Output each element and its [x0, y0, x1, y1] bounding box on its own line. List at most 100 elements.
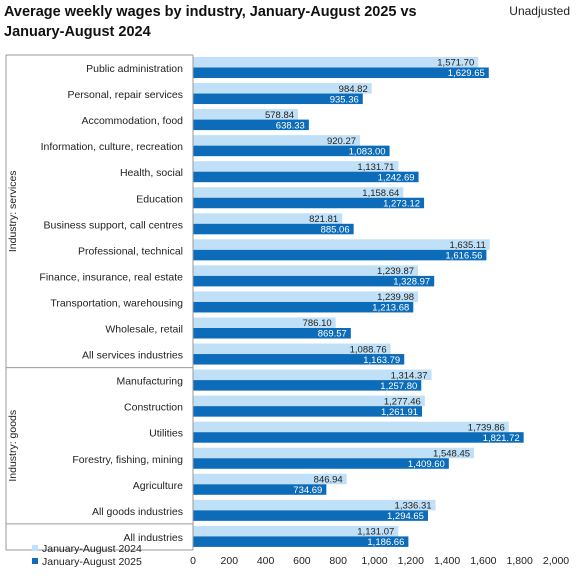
bar-2025 [193, 484, 327, 495]
value-label-2025: 1,186.66 [367, 537, 404, 548]
value-label-2025: 638.33 [276, 120, 305, 131]
category-label: Transportation, warehousing [50, 297, 183, 309]
bar-2025 [193, 380, 422, 391]
category-label: Health, social [120, 167, 183, 179]
x-tick-label: 0 [190, 555, 196, 567]
bar-2024 [193, 161, 399, 172]
category-label: Accommodation, food [81, 115, 183, 127]
x-tick-label: 200 [221, 555, 239, 567]
bar-2025 [193, 67, 489, 78]
bar-2025 [193, 301, 414, 313]
bar-2024 [193, 57, 479, 68]
x-tick-label: 1,000 [361, 555, 387, 567]
category-label: Business support, call centres [44, 219, 183, 231]
bar-2024 [193, 109, 299, 120]
category-label: Agriculture [133, 480, 183, 492]
value-label-2024: 1,239.98 [377, 292, 414, 303]
category-label: Forestry, fishing, mining [72, 454, 183, 466]
bar-2024 [193, 499, 436, 511]
category-label: Manufacturing [116, 376, 183, 388]
bar-2025 [193, 119, 309, 131]
bar-2024 [193, 343, 391, 355]
value-label-2024: 578.84 [265, 110, 294, 121]
bar-2025 [193, 197, 425, 209]
value-label-2024: 1,571.70 [437, 58, 474, 69]
bar-2025 [193, 354, 405, 365]
bar-2024 [193, 473, 347, 485]
group-label: Industry: services [7, 170, 19, 252]
value-label-2024: 1,548.45 [433, 448, 470, 459]
bar-2025 [193, 145, 390, 157]
value-label-2025: 1,328.97 [393, 277, 430, 288]
value-label-2024: 1,158.64 [362, 188, 399, 199]
value-label-2025: 1,629.65 [448, 68, 485, 79]
value-label-2024: 1,277.46 [384, 396, 421, 407]
bar-2025 [193, 93, 363, 105]
bar-2025 [193, 223, 354, 235]
legend-entry: January-August 2024 [42, 543, 142, 555]
bar-2025 [193, 328, 351, 339]
category-label: Finance, insurance, real estate [39, 271, 183, 283]
category-label: All industries [123, 532, 183, 544]
bar-2024 [193, 83, 372, 94]
category-label: Construction [124, 402, 183, 414]
value-label-2025: 1,409.60 [408, 459, 445, 470]
x-tick-label: 2,000 [543, 555, 569, 567]
value-label-2024: 821.81 [309, 214, 338, 225]
value-label-2024: 1,336.31 [395, 501, 432, 512]
x-tick-label: 1,200 [398, 555, 424, 567]
bar-2025 [193, 249, 487, 261]
value-label-2025: 1,083.00 [349, 146, 386, 157]
bar-2025 [193, 275, 435, 287]
x-tick-label: 400 [257, 555, 275, 567]
bar-2024 [193, 187, 404, 198]
legend-swatch [32, 558, 38, 564]
value-label-2025: 1,242.69 [378, 172, 415, 183]
value-label-2024: 984.82 [339, 84, 368, 95]
value-label-2025: 1,294.65 [387, 511, 424, 522]
x-tick-label: 600 [293, 555, 311, 567]
bar-2024 [193, 525, 399, 537]
value-label-2024: 786.10 [303, 318, 332, 329]
value-label-2025: 869.57 [318, 329, 347, 340]
category-label: Utilities [149, 428, 183, 440]
legend-entry: January-August 2025 [42, 556, 142, 568]
category-label: Professional, technical [78, 245, 183, 257]
bar-2025 [193, 536, 409, 547]
bar-2024 [193, 135, 361, 146]
bar-2024 [193, 447, 475, 459]
bar-2024 [193, 395, 425, 407]
value-label-2025: 1,163.79 [363, 355, 400, 366]
x-tick-label: 1,600 [470, 555, 496, 567]
category-label: Personal, repair services [67, 89, 183, 101]
category-label: All goods industries [92, 506, 183, 518]
value-label-2025: 1,821.72 [483, 433, 520, 444]
category-label: Wholesale, retail [105, 324, 183, 336]
value-label-2024: 1,239.87 [377, 266, 414, 277]
x-tick-label: 1,800 [507, 555, 533, 567]
value-label-2025: 734.69 [293, 485, 322, 496]
value-label-2024: 1,131.71 [357, 162, 394, 173]
chart-title: Average weekly wages by industry, Januar… [4, 4, 417, 40]
value-label-2024: 1,131.07 [357, 527, 394, 538]
adjustment-note: Unadjusted [509, 4, 570, 18]
value-label-2025: 935.36 [330, 94, 359, 105]
bar-2024 [193, 291, 419, 302]
x-tick-label: 800 [329, 555, 347, 567]
group-label: Industry: goods [7, 410, 19, 482]
value-label-2025: 1,273.12 [383, 198, 420, 209]
value-label-2024: 1,635.11 [449, 240, 485, 251]
value-label-2025: 1,616.56 [445, 251, 482, 262]
value-label-2024: 1,088.76 [350, 344, 387, 355]
bar-2025 [193, 406, 423, 417]
bar-2024 [193, 369, 432, 381]
value-label-2024: 920.27 [327, 136, 356, 147]
category-label: Information, culture, recreation [41, 141, 184, 153]
value-label-2025: 1,257.80 [380, 381, 417, 392]
bar-2024 [193, 239, 490, 250]
bar-2024 [193, 317, 336, 328]
category-label: All services industries [82, 350, 183, 362]
value-label-2024: 1,739.86 [468, 422, 505, 433]
category-label: Public administration [86, 63, 183, 75]
